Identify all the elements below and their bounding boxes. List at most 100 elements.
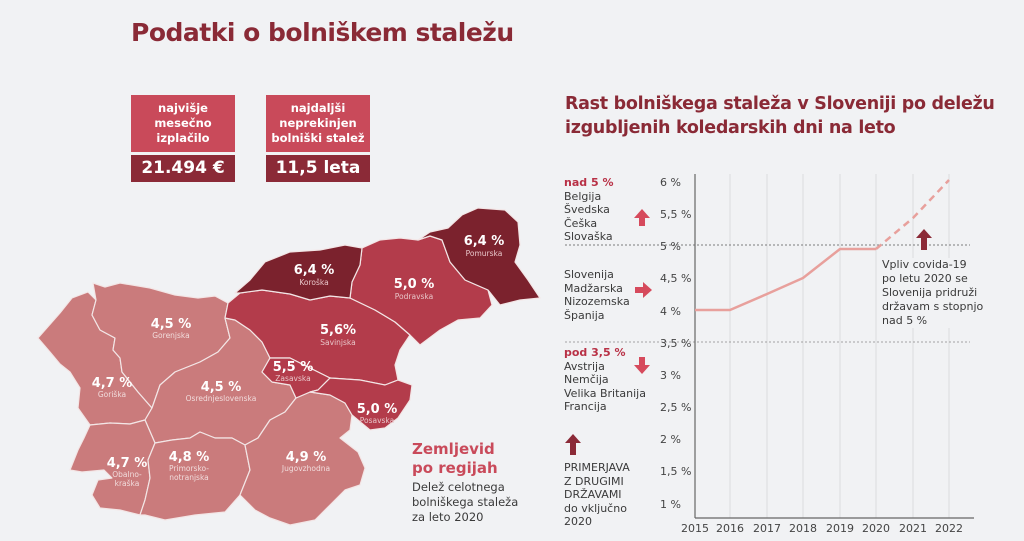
stat-label-line: najdaljši (290, 101, 346, 115)
legend-country: Avstrija (564, 359, 605, 373)
region-posavska[interactable] (309, 377, 413, 431)
chart-title-line: Rast bolniškega staleža v Sloveniji po d… (565, 94, 995, 114)
region-name: Savinjska (320, 338, 355, 347)
region-name: Jugovzhodna (281, 464, 330, 473)
region-name: Podravska (395, 292, 433, 301)
region-jugovzhodna[interactable] (239, 391, 366, 526)
region-obalno-kraska[interactable] (69, 419, 156, 516)
arrow-up-icon (634, 209, 650, 226)
x-tick-labels: 2015 2016 2017 2018 2019 2020 2021 2022 (681, 522, 963, 535)
legend-country: Francija (564, 400, 607, 413)
region-name: Osrednjeslovenska (186, 394, 257, 403)
y-tick: 6 % (660, 176, 681, 189)
legend-country: Slovenija (564, 268, 614, 281)
stat-label-line: izplačilo (156, 131, 210, 145)
stat-box-longest-leave: najdaljši neprekinjen bolniški stalež 11… (266, 95, 370, 182)
map-caption-desc-line: Delež celotnega (412, 480, 505, 494)
region-value: 5,6% (320, 323, 356, 338)
annotation-line: Vpliv covida-19 (882, 258, 967, 271)
stat-label: najvišje mesečno izplačilo (131, 95, 235, 152)
x-tick: 2022 (935, 522, 963, 535)
y-tick: 4 % (660, 305, 681, 318)
stat-label-line: neprekinjen (279, 116, 357, 130)
comparison-line: DRŽAVAMI (564, 488, 622, 501)
map-caption-title-line: Zemljevid (412, 440, 495, 458)
y-tick: 1,5 % (660, 465, 691, 478)
comparison-line: do vključno (564, 501, 627, 515)
y-tick-labels: 6 % 5,5 % 5 % 4,5 % 4 % 3,5 % 3 % 2,5 % … (660, 176, 691, 511)
region-koroska[interactable] (234, 244, 363, 301)
legend-country: Madžarska (564, 281, 623, 295)
comparison-note: PRIMERJAVA Z DRUGIMI DRŽAVAMI do vključn… (564, 461, 630, 529)
region-value: 5,5 % (273, 360, 314, 375)
covid-annotation: Vpliv covida-19 po letu 2020 se Slovenij… (882, 258, 988, 328)
legend-country: Nemčija (564, 373, 609, 386)
map-caption-title: Zemljevid po regijah (412, 440, 518, 478)
region-name: notranjska (169, 473, 209, 482)
region-name: Gorenjska (152, 331, 190, 340)
y-tick: 3 % (660, 369, 681, 382)
legend-country: Švedska (564, 203, 610, 216)
stat-box-max-payment: najvišje mesečno izplačilo 21.494 € (131, 95, 235, 182)
region-pomurska[interactable] (417, 207, 541, 306)
region-value: 6,4 % (464, 234, 505, 249)
x-tick: 2020 (862, 522, 890, 535)
series-line-projected (875, 179, 950, 250)
legend-country: Nizozemska (564, 295, 630, 308)
region-name: Posavska (360, 416, 395, 425)
legend-country: Velika Britanija (564, 386, 646, 400)
x-tick: 2015 (681, 522, 709, 535)
chart-title: Rast bolniškega staleža v Sloveniji po d… (565, 92, 995, 140)
region-name: Zasavska (275, 374, 310, 383)
region-value: 4,7 % (92, 376, 133, 391)
annotation-line: po letu 2020 se (882, 272, 968, 285)
legend-middle: Slovenija Madžarska Nizozemska Španija (564, 268, 630, 322)
y-tick: 2 % (660, 433, 681, 446)
legend-country: Češka (564, 216, 598, 230)
y-tick: 3,5 % (660, 337, 691, 350)
stat-label: najdaljši neprekinjen bolniški stalež (266, 95, 370, 152)
region-primorsko-notranjska[interactable] (139, 431, 251, 521)
region-value: 5,0 % (394, 277, 435, 292)
y-tick: 5,5 % (660, 208, 691, 221)
region-value: 4,5 % (151, 317, 192, 332)
chart-title-line: izgubljenih koledarskih dni na leto (565, 118, 896, 138)
legend-country: Slovaška (564, 230, 613, 243)
region-value: 6,4 % (294, 263, 335, 278)
region-value: 4,9 % (286, 450, 327, 465)
stat-value: 11,5 leta (266, 155, 370, 182)
arrow-up-icon (916, 229, 932, 250)
legend-country: Belgija (564, 189, 602, 203)
arrow-right-icon (635, 282, 652, 298)
region-name: Koroška (299, 278, 328, 287)
region-value: 4,8 % (169, 450, 210, 465)
legend-heading: pod 3,5 % (564, 346, 626, 359)
map-caption: Zemljevid po regijah Delež celotnega bol… (412, 440, 518, 525)
x-tick: 2018 (789, 522, 817, 535)
annotation-line: nad 5 % (882, 314, 928, 327)
legend-heading: nad 5 % (564, 176, 614, 189)
stat-label-line: najvišje (158, 101, 208, 115)
chart-gridlines (729, 174, 950, 518)
x-tick: 2021 (899, 522, 927, 535)
region-name: Obalno- (112, 470, 142, 479)
legend-below-3-5: pod 3,5 % Avstrija Nemčija Velika Britan… (564, 346, 646, 414)
arrow-up-icon (565, 434, 581, 455)
x-tick: 2019 (826, 522, 854, 535)
map-caption-desc-line: za leto 2020 (412, 510, 484, 524)
region-name: kraška (115, 479, 140, 488)
map-caption-description: Delež celotnega bolniškega staleža za le… (412, 480, 518, 525)
stat-label-line: bolniški stalež (271, 131, 365, 145)
comparison-line: 2020 (564, 515, 592, 528)
annotation-line: državam s stopnjo (882, 300, 984, 313)
stat-label-line: mesečno (154, 116, 212, 130)
region-value: 4,5 % (201, 380, 242, 395)
series-line-actual (695, 247, 876, 312)
y-tick: 2,5 % (660, 401, 691, 414)
region-value: 4,7 % (107, 456, 148, 471)
map-caption-desc-line: bolniškega staleža (412, 495, 519, 509)
legend-country: Španija (564, 308, 605, 322)
slovenia-region-map: 6,4 % Pomurska 6,4 % Koroška 5,0 % Podra… (37, 207, 541, 526)
comparison-line: PRIMERJAVA (564, 461, 630, 474)
page-title: Podatki o bolniškem staležu (131, 18, 514, 47)
